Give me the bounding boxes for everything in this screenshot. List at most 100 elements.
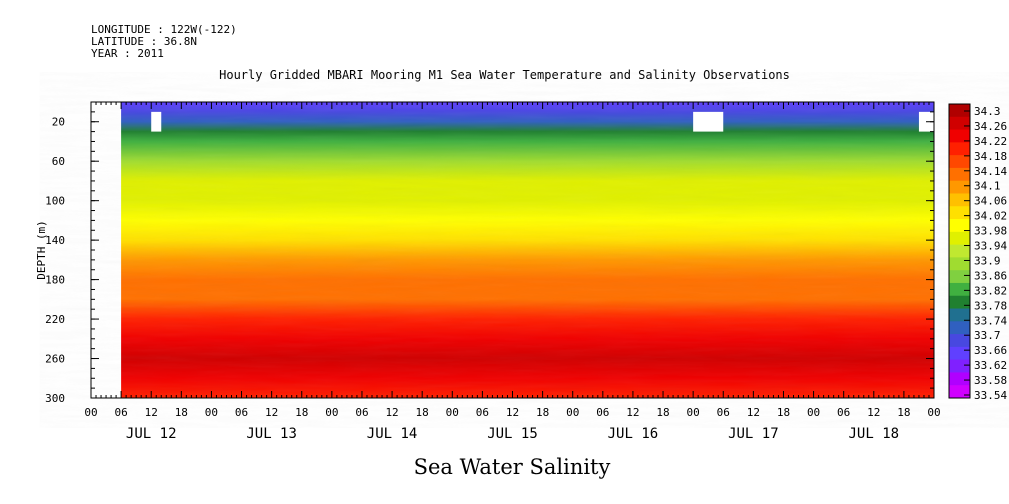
colorbar-label: 33.82 <box>974 284 1007 297</box>
colorbar-label: 33.9 <box>974 254 1001 267</box>
x-day-label: JUL 15 <box>487 426 538 442</box>
colorbar-label: 33.66 <box>974 344 1007 357</box>
colorbar-swatch <box>949 346 970 361</box>
x-hour-label: 00 <box>325 406 338 419</box>
y-tick-label: 20 <box>52 116 65 129</box>
x-hour-label: 06 <box>717 406 730 419</box>
x-hour-label: 06 <box>837 406 850 419</box>
colorbar-swatch <box>949 308 970 322</box>
x-hour-label: 06 <box>355 406 368 419</box>
x-hour-label: 18 <box>416 406 429 419</box>
x-day-label: JUL 16 <box>608 426 659 442</box>
y-tick-label: 180 <box>45 274 65 287</box>
colorbar-swatch <box>949 385 970 399</box>
salinity-texture <box>121 102 935 398</box>
x-hour-label: 00 <box>84 406 97 419</box>
longitude-label: LONGITUDE : 122W(-122) <box>91 23 237 36</box>
colorbar-label: 34.18 <box>974 150 1007 163</box>
colorbar-label: 34.1 <box>974 180 1001 193</box>
colorbar-label: 34.06 <box>974 195 1007 208</box>
x-hour-label: 00 <box>446 406 459 419</box>
colorbar-label: 33.58 <box>974 374 1007 387</box>
x-day-label: JUL 17 <box>728 426 779 442</box>
colorbar-swatch <box>949 231 970 246</box>
data-gap <box>151 111 162 132</box>
colorbar-swatch <box>949 321 970 335</box>
colorbar-label: 33.62 <box>974 359 1007 372</box>
colorbar-swatch <box>949 167 970 182</box>
x-hour-label: 18 <box>175 406 188 419</box>
x-day-label: JUL 12 <box>126 426 177 442</box>
colorbar-label: 33.7 <box>974 329 1001 342</box>
x-hour-label: 06 <box>114 406 127 419</box>
x-day-label: JUL 18 <box>848 426 899 442</box>
colorbar-label: 33.86 <box>974 269 1007 282</box>
y-tick-label: 140 <box>45 234 65 247</box>
x-hour-label: 18 <box>897 406 910 419</box>
colorbar-swatch <box>949 282 970 297</box>
x-day-label: JUL 14 <box>367 426 418 442</box>
colorbar-swatch <box>949 129 970 143</box>
colorbar-label: 34.26 <box>974 120 1007 133</box>
colorbar-frame <box>948 103 971 399</box>
x-hour-label: 12 <box>626 406 639 419</box>
x-hour-label: 12 <box>747 406 760 419</box>
colorbar-label: 33.74 <box>974 314 1007 327</box>
year-label: YEAR : 2011 <box>91 47 164 60</box>
colorbar-swatch <box>949 270 970 284</box>
colorbar-label: 33.94 <box>974 240 1007 253</box>
colorbar-swatch <box>949 334 970 348</box>
x-hour-label: 06 <box>235 406 248 419</box>
colorbar-swatch <box>949 244 970 258</box>
colorbar-swatch <box>949 372 970 386</box>
colorbar-swatch <box>949 219 970 233</box>
colorbar-swatch <box>949 142 970 156</box>
x-hour-label: 18 <box>777 406 790 419</box>
x-hour-label: 12 <box>506 406 519 419</box>
colorbar-swatch <box>949 359 970 373</box>
colorbar-swatch <box>949 116 970 131</box>
y-axis-label: DEPTH (m) <box>35 220 48 280</box>
colorbar-swatch <box>949 180 970 194</box>
latitude-label: LATITUDE : 36.8N <box>91 35 197 48</box>
x-hour-label: 00 <box>807 406 820 419</box>
chart-title: Hourly Gridded MBARI Mooring M1 Sea Wate… <box>219 68 790 82</box>
x-hour-label: 18 <box>295 406 308 419</box>
colorbar-label: 34.3 <box>974 105 1001 118</box>
x-hour-label: 00 <box>927 406 940 419</box>
x-hour-label: 06 <box>476 406 489 419</box>
x-hour-label: 12 <box>265 406 278 419</box>
y-tick-label: 260 <box>45 353 65 366</box>
data-gap <box>693 111 724 132</box>
colorbar-swatch <box>949 206 970 220</box>
x-axis: 00 06 12 18 00 06 12 18 00 06 12 18 00 06 12 18 00 06 12 18… <box>84 102 941 442</box>
plot-area <box>90 101 935 399</box>
x-hour-label: 00 <box>687 406 700 419</box>
colorbar-label: 33.54 <box>974 389 1007 402</box>
y-tick-label: 220 <box>45 313 65 326</box>
colorbar-swatch <box>949 257 970 271</box>
colorbar: 34.3 34.26 34.22 34.18 34.14 34.1 34.06 34.02 33… <box>948 103 1007 402</box>
colorbar-label: 33.98 <box>974 225 1007 238</box>
x-hour-label: 00 <box>205 406 218 419</box>
x-hour-label: 00 <box>566 406 579 419</box>
variable-title: Sea Water Salinity <box>413 455 611 479</box>
colorbar-swatch <box>949 155 970 169</box>
x-hour-label: 18 <box>656 406 669 419</box>
colorbar-swatch <box>949 193 970 207</box>
colorbar-label: 33.78 <box>974 299 1007 312</box>
y-tick-label: 60 <box>52 155 65 168</box>
x-day-label: JUL 13 <box>246 426 297 442</box>
metadata-block: LONGITUDE : 122W(-122) LATITUDE : 36.8N … <box>91 24 237 60</box>
colorbar-swatch <box>949 104 970 118</box>
x-hour-label: 06 <box>596 406 609 419</box>
x-hour-label: 18 <box>536 406 549 419</box>
colorbar-label: 34.02 <box>974 210 1007 223</box>
colorbar-label: 34.22 <box>974 135 1007 148</box>
x-hour-label: 12 <box>385 406 398 419</box>
colorbar-label: 34.14 <box>974 165 1007 178</box>
x-hour-label: 12 <box>867 406 880 419</box>
colorbar-swatch <box>949 295 970 310</box>
y-axis: 20 60 100 140 180 220 260 300 <box>45 101 934 405</box>
